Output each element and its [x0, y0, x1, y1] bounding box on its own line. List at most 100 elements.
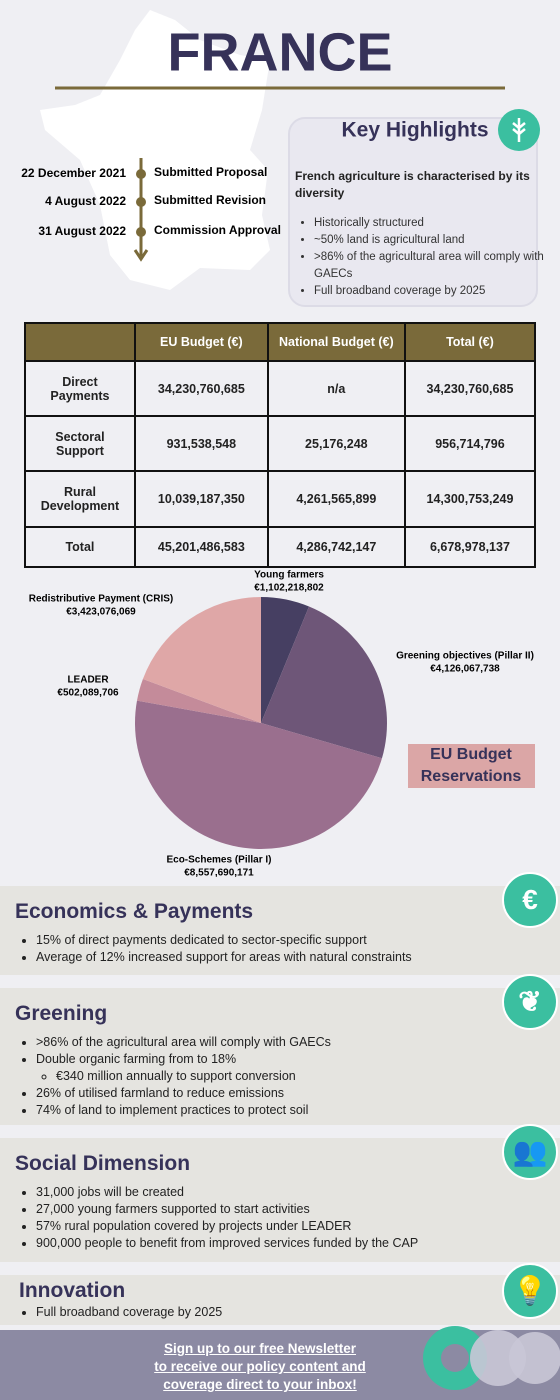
logo-circle — [441, 1344, 469, 1372]
section-item: 15% of direct payments dedicated to sect… — [36, 932, 412, 949]
section-list: 31,000 jobs will be created27,000 young … — [16, 1184, 418, 1252]
section-item-text: Double organic farming from to 18% — [36, 1052, 237, 1066]
section-item: Full broadband coverage by 2025 — [36, 1304, 222, 1321]
slice-value: €1,102,218,802 — [254, 583, 324, 594]
pie-title: Reservations — [421, 768, 522, 785]
timeline-date: 22 December 2021 — [21, 166, 126, 180]
section-item: 57% rural population covered by projects… — [36, 1218, 418, 1235]
table-header-row: EU Budget (€) National Budget (€) Total (€… — [24, 322, 537, 362]
timeline-date: 4 August 2022 — [45, 194, 126, 208]
timeline-dot — [136, 169, 146, 179]
highlights-title: Key Highlights — [341, 119, 488, 142]
sub-item: €340 million annually to support convers… — [56, 1068, 331, 1085]
highlights-box — [288, 117, 538, 307]
section-title: Social Dimension — [15, 1152, 191, 1175]
logo — [423, 1326, 560, 1390]
section-title: Innovation — [19, 1279, 126, 1302]
section-item: 27,000 young farmers supported to start … — [36, 1201, 418, 1218]
section-title: Economics & Payments — [15, 900, 254, 923]
highlight-item: ~50% land is agricultural land — [314, 232, 554, 249]
timeline-label: Submitted Proposal — [154, 165, 267, 179]
section-list: >86% of the agricultural area will compl… — [16, 1034, 331, 1119]
section-list: Full broadband coverage by 2025 — [16, 1304, 222, 1321]
slice-value: €502,089,706 — [57, 688, 119, 699]
timeline-dot — [136, 197, 146, 207]
pie-slice — [261, 597, 310, 723]
table-header-cell: Total (€) — [403, 322, 537, 362]
table-cell: 956,714,796 — [403, 415, 537, 472]
pie-slice — [134, 700, 382, 850]
slice-label: Young farmers — [254, 570, 324, 581]
table-cell: 25,176,248 — [266, 415, 406, 472]
table-cell: 10,039,187,350 — [133, 470, 269, 528]
slice-value: €3,423,076,069 — [66, 607, 136, 618]
section-item: 900,000 people to benefit from improved … — [36, 1235, 418, 1252]
table-row: Total 45,201,486,583 4,286,742,147 6,678,97… — [24, 526, 537, 568]
pie-chart: Young farmers €1,102,218,802 Greening obje… — [29, 570, 534, 879]
slice-label: Greening objectives (Pillar II) — [396, 651, 534, 662]
footer-line[interactable]: Sign up to our free Newsletter — [163, 1341, 357, 1356]
highlights-list: Historically structured~50% land is agri… — [294, 215, 554, 300]
table-cell: 45,201,486,583 — [133, 526, 269, 568]
pie-title-box — [408, 744, 535, 788]
logo-circle — [509, 1332, 560, 1384]
slice-value: €4,126,067,738 — [430, 664, 500, 675]
section: Social Dimension 31,000 jobs will be crea… — [0, 1124, 560, 1262]
timeline: 22 December 2021 Submitted Proposal 4 Augu… — [21, 165, 281, 238]
pie-title: EU Budget — [430, 746, 512, 763]
sub-list: €340 million annually to support convers… — [36, 1068, 331, 1085]
timeline-dot — [136, 227, 146, 237]
footer-line[interactable]: to receive our policy content and — [154, 1359, 366, 1374]
section-item: 31,000 jobs will be created — [36, 1184, 418, 1201]
table-row: Direct Payments 34,230,760,685 n/a 34,230,7… — [24, 360, 537, 417]
section-item: Double organic farming from to 18% €340 m… — [36, 1051, 331, 1085]
highlight-item: Full broadband coverage by 2025 — [314, 283, 554, 300]
section-title: Greening — [15, 1002, 108, 1025]
table-cell: 34,230,760,685 — [403, 360, 537, 417]
timeline-label: Submitted Revision — [154, 193, 266, 207]
timeline-date: 31 August 2022 — [38, 224, 126, 238]
table-row: Sectoral Support 931,538,548 25,176,248 956… — [24, 415, 537, 472]
pie-slice — [261, 606, 387, 759]
timeline-arrow — [133, 249, 149, 262]
wheat-glyph — [512, 118, 526, 142]
slice-label: Eco-Schemes (Pillar I) — [166, 855, 271, 866]
table-row: Rural Development 10,039,187,350 4,261,565… — [24, 470, 537, 528]
timeline-label: Commission Approval — [154, 223, 281, 237]
section-item: 74% of land to implement practices to pr… — [36, 1102, 331, 1119]
budget-table: EU Budget (€) National Budget (€) Total (€… — [24, 322, 537, 568]
table-cell: 4,261,565,899 — [266, 470, 406, 528]
row-label: Sectoral Support — [24, 415, 136, 472]
pie-slice — [142, 597, 261, 723]
section-icon: 👥 — [502, 1124, 558, 1180]
table-header-cell: EU Budget (€) — [133, 322, 269, 362]
table-header-cell: National Budget (€) — [266, 322, 406, 362]
section-icon: € — [502, 872, 558, 928]
highlight-item: Historically structured — [314, 215, 554, 232]
section-item: >86% of the agricultural area will compl… — [36, 1034, 331, 1051]
section: Greening >86% of the agricultural area wi… — [0, 974, 560, 1125]
slice-label: LEADER — [67, 675, 109, 686]
section-item: Average of 12% increased support for are… — [36, 949, 412, 966]
logo-circle — [470, 1330, 526, 1386]
page-title: FRANCE — [168, 22, 393, 82]
row-label: Direct Payments — [24, 360, 136, 417]
row-label: Rural Development — [24, 470, 136, 528]
section: Innovation Full broadband coverage by 202… — [0, 1263, 560, 1325]
row-label: Total — [24, 526, 136, 568]
table-cell: 4,286,742,147 — [266, 526, 406, 568]
slice-label: Redistributive Payment (CRIS) — [29, 594, 173, 605]
highlights-intro: French agriculture is characterised by i… — [295, 169, 530, 200]
table-cell: 14,300,753,249 — [403, 470, 537, 528]
table-cell: 34,230,760,685 — [133, 360, 269, 417]
slice-value: €8,557,690,171 — [184, 868, 254, 879]
newsletter-link[interactable]: Sign up to our free Newsletter to receiv… — [110, 1340, 410, 1394]
table-cell: 931,538,548 — [133, 415, 269, 472]
table-cell: 6,678,978,137 — [403, 526, 537, 568]
footer-line[interactable]: coverage direct to your inbox! — [163, 1377, 357, 1392]
section-list: 15% of direct payments dedicated to sect… — [16, 932, 412, 966]
map-silhouette — [40, 10, 270, 290]
pie-slice — [136, 679, 261, 723]
